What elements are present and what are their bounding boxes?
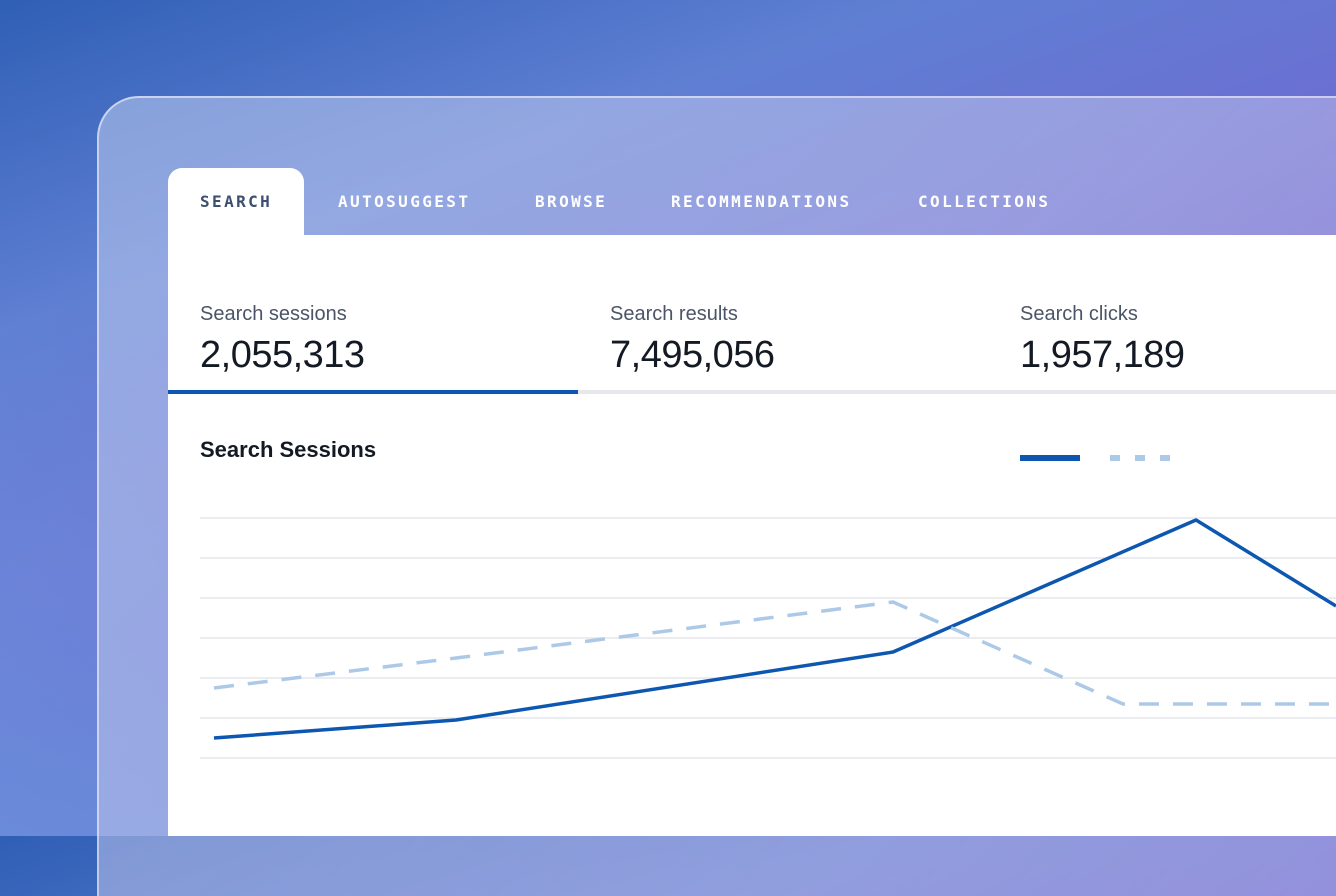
line-chart (200, 517, 1336, 759)
chart-series (213, 518, 1336, 740)
stat-label: Search sessions (200, 303, 347, 325)
stat-search-results[interactable]: Search results 7,495,056 (610, 301, 775, 377)
tab-bar: SEARCH AUTOSUGGEST BROWSE RECOMMENDATION… (168, 168, 1336, 235)
stat-value: 1,957,189 (1020, 334, 1185, 376)
stat-label: Search clicks (1020, 303, 1138, 325)
legend-previous-period-swatch (1110, 455, 1170, 461)
series-line-previous (213, 600, 1336, 706)
stat-search-sessions[interactable]: Search sessions 2,055,313 (200, 301, 365, 377)
chart-title: Search Sessions (200, 437, 377, 462)
stat-tab-track (168, 390, 1336, 394)
tab-recommendations[interactable]: RECOMMENDATIONS (671, 192, 852, 211)
dashboard-panel: Search sessions 2,055,313 Search results… (168, 235, 1336, 836)
legend-current-period-swatch (1020, 455, 1080, 461)
stat-search-clicks[interactable]: Search clicks 1,957,189 (1020, 301, 1185, 377)
tab-search[interactable]: SEARCH (168, 168, 305, 235)
tab-collections[interactable]: COLLECTIONS (918, 192, 1051, 211)
tab-autosuggest[interactable]: AUTOSUGGEST (338, 192, 471, 211)
tab-browse[interactable]: BROWSE (535, 192, 608, 211)
chart-gridlines (200, 517, 1336, 759)
stat-value: 2,055,313 (200, 334, 365, 376)
stat-label: Search results (610, 303, 738, 325)
stat-active-indicator (168, 390, 578, 394)
stat-value: 7,495,056 (610, 334, 775, 376)
series-line-current (213, 518, 1336, 740)
